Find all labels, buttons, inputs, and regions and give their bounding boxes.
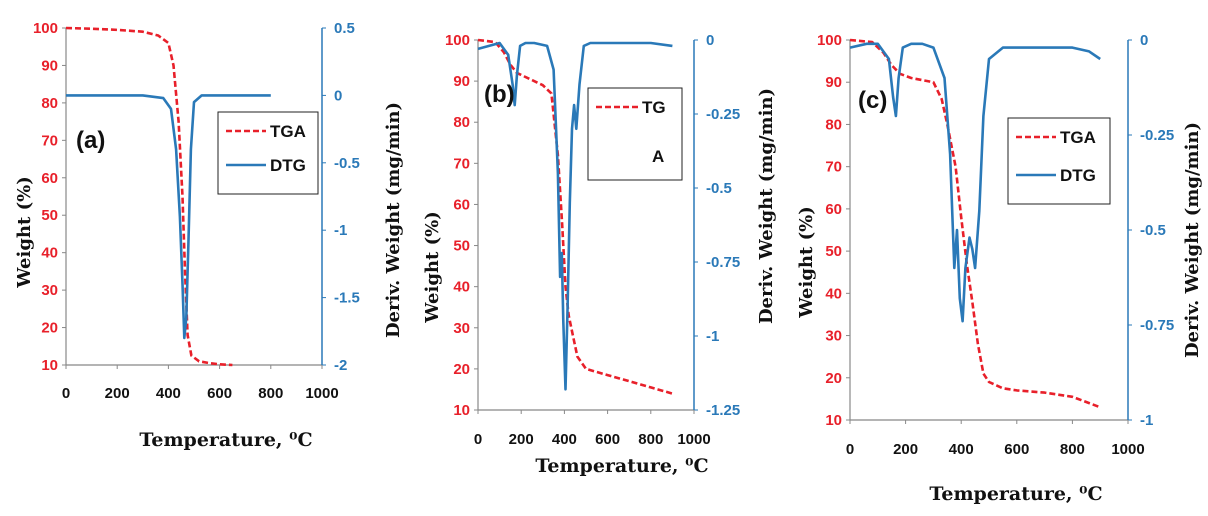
panel-1-legend-label: TGA [270, 122, 306, 141]
panel-2-right-tick-label: 0 [706, 32, 714, 49]
panel-1-left-tick-label: 40 [41, 245, 58, 262]
panel-1-x-tick-label: 1000 [305, 385, 338, 402]
panel-1-tga-series [65, 26, 233, 367]
panel-2-left-tick-label: 70 [453, 155, 470, 172]
panel-2-right-tick-label: -0.5 [706, 180, 732, 197]
panel-3-left-tick-label: 40 [825, 285, 842, 302]
panel-2-dtg-series [477, 41, 673, 391]
panel-2-right-tick-label: -1.25 [706, 402, 740, 419]
panel-2-x-tick-label: 600 [595, 431, 620, 448]
panel-2-left-tick-label: 40 [453, 279, 470, 296]
panel-1-left-tick-label: 20 [41, 320, 58, 337]
panel-1-x-axis-label: Temperature, ⁰C [139, 429, 312, 451]
panel-3-right-tick-label: -0.5 [1140, 222, 1166, 239]
panel-3-dtg-series [849, 42, 1101, 323]
panel-3-x-tick-label: 400 [949, 441, 974, 458]
panel-1-dtg-series [66, 94, 271, 340]
panel-3-left-tick-label: 80 [825, 116, 842, 133]
panel-1-x-tick-label: 400 [156, 385, 181, 402]
panel-2-right-tick-label: -1 [706, 328, 719, 345]
panel-3-panel-label: (c) [858, 87, 887, 114]
panel-2-left-tick-label: 60 [453, 196, 470, 213]
panel-3-left-tick-label: 100 [817, 32, 842, 49]
panel-1-left-tick-label: 90 [41, 57, 58, 74]
panel-2-x-tick-label: 400 [552, 431, 577, 448]
panel-2-tga-series [477, 38, 673, 395]
panel-3-left-tick-label: 20 [825, 370, 842, 387]
panel-2-legend-label: A [652, 147, 664, 166]
panel-1-legend-label: DTG [270, 156, 306, 175]
panel-1-y2-axis-label: Deriv. Weight (mg/min) [383, 102, 404, 338]
panel-1-left-tick-label: 60 [41, 170, 58, 187]
panel-3-right-tick-label: -0.75 [1140, 317, 1174, 334]
panel-2-left-tick-label: 100 [445, 32, 470, 49]
panel-3-right-tick-label: 0 [1140, 32, 1148, 49]
panel-2-x-tick-label: 0 [474, 431, 482, 448]
panel-1-left-tick-label: 100 [33, 20, 58, 37]
panel-3-left-tick-label: 60 [825, 201, 842, 218]
panel-1-legend-box [217, 111, 319, 195]
panel-3-left-tick-label: 70 [825, 159, 842, 176]
panel-1-right-tick-label: -1.5 [334, 290, 360, 307]
panel-1-left-tick-label: 80 [41, 95, 58, 112]
panel-3-left-tick-label: 30 [825, 328, 842, 345]
panel-3-tga-series [849, 38, 1101, 409]
panel-3-right-tick-label: -1 [1140, 412, 1153, 429]
panel-1-y-axis-label: Weight (%) [14, 176, 35, 288]
panel-1-right-tick-label: 0.5 [334, 20, 355, 37]
panel-2-left-tick-label: 20 [453, 361, 470, 378]
panel-3-x-tick-label: 0 [846, 441, 854, 458]
panel-3-left-tick-label: 10 [825, 412, 842, 429]
panel-3-x-axis-label: Temperature, ⁰C [929, 483, 1102, 505]
panel-2-x-tick-label: 1000 [677, 431, 710, 448]
panel-1-x-tick-label: 200 [105, 385, 130, 402]
panel-2-left-tick-label: 80 [453, 114, 470, 131]
panel-2-panel-label: (b) [484, 81, 515, 108]
panel-3-left-tick-label: 90 [825, 74, 842, 91]
panel-1-right-tick-label: -1 [334, 222, 347, 239]
panel-2-left-tick-label: 10 [453, 402, 470, 419]
panel-2-right-tick-label: -0.75 [706, 254, 740, 271]
panel-2-right-tick-label: -0.25 [706, 106, 740, 123]
panel-1-x-tick-label: 600 [207, 385, 232, 402]
panel-3-x-tick-label: 1000 [1111, 441, 1144, 458]
panel-1-right-tick-label: -0.5 [334, 155, 360, 172]
panel-3-left-tick-label: 50 [825, 243, 842, 260]
panel-3-y2-axis-label: Deriv. Weight (mg/min) [1182, 122, 1203, 358]
panel-3-y-axis-label: Weight (%) [796, 206, 817, 318]
panel-2-legend-label: TG [642, 98, 666, 117]
panel-3-legend-label: DTG [1060, 166, 1096, 185]
panel-2-y-axis-label: Weight (%) [422, 211, 443, 323]
panel-2-left-tick-label: 50 [453, 238, 470, 255]
panel-3-legend-box [1007, 117, 1111, 205]
panel-2-x-tick-label: 800 [638, 431, 663, 448]
panel-1-panel-label: (a) [76, 127, 105, 154]
panel-1-left-tick-label: 70 [41, 132, 58, 149]
panel-2-y2-axis-label: Deriv. Weight (mg/min) [756, 88, 777, 324]
panel-2-left-tick-label: 30 [453, 320, 470, 337]
panel-1-left-tick-label: 10 [41, 357, 58, 374]
panel-3-x-tick-label: 200 [893, 441, 918, 458]
panel-2-left-tick-label: 90 [453, 73, 470, 90]
panel-1-right-tick-label: -2 [334, 357, 347, 374]
panel-1-right-tick-label: 0 [334, 87, 342, 104]
panel-1-left-tick-label: 30 [41, 282, 58, 299]
panel-3-legend-label: TGA [1060, 128, 1096, 147]
panel-3-right-tick-label: -0.25 [1140, 127, 1174, 144]
panel-1-left-tick-label: 50 [41, 207, 58, 224]
panel-2-x-tick-label: 200 [509, 431, 534, 448]
panel-1-x-tick-label: 0 [62, 385, 70, 402]
panel-3-x-tick-label: 800 [1060, 441, 1085, 458]
panel-1-x-tick-label: 800 [258, 385, 283, 402]
panel-3-x-tick-label: 600 [1004, 441, 1029, 458]
panel-2-x-axis-label: Temperature, ⁰C [535, 455, 708, 477]
panel-2-legend-box [587, 87, 683, 181]
